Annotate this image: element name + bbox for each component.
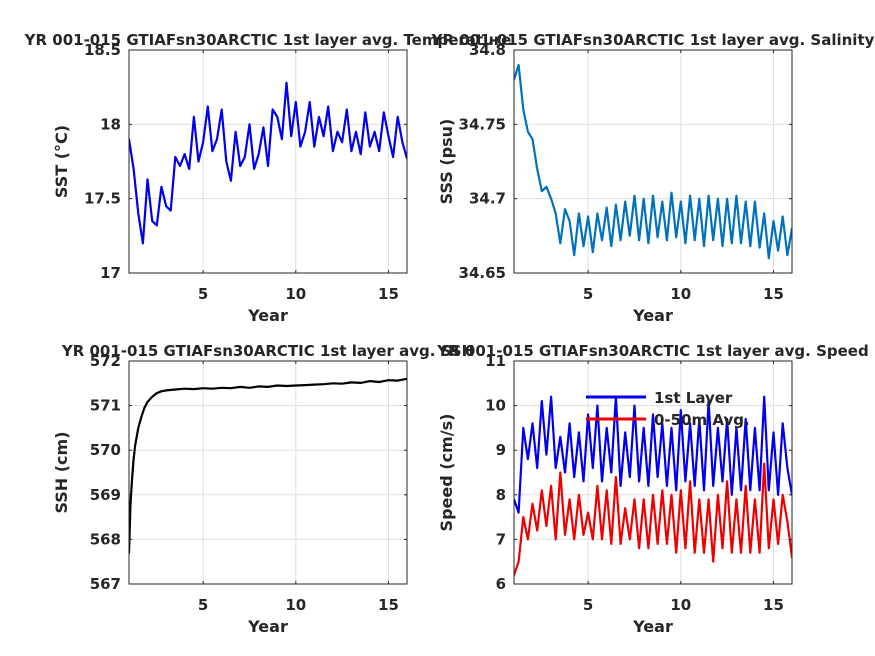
x-axis-label: Year (632, 306, 673, 325)
x-tick-label: 10 (670, 596, 691, 614)
y-tick-label: 10 (485, 397, 506, 415)
x-tick-label: 10 (285, 285, 306, 303)
y-tick-label: 572 (90, 352, 121, 370)
y-tick-label: 18.5 (84, 41, 121, 59)
plot-title: YR 001-015 GTIAFsn30ARCTIC 1st layer avg… (61, 342, 474, 360)
series-line-sss-0 (514, 63, 792, 260)
axis-box (513, 360, 793, 585)
x-tick-label: 5 (198, 285, 208, 303)
plot-area (129, 361, 407, 584)
legend-label-0: 1st Layer (654, 389, 733, 407)
series-line-sst-0 (129, 81, 407, 245)
chart-sss: 5 10 15 34.65 34.7 34.75 34.8 Year SSS (psu) YR 0… (431, 31, 875, 325)
legend-label-1: 0-50m Avg. (654, 411, 750, 429)
plot-title: YR 001-015 GTIAFsn30ARCTIC 1st layer avg… (24, 31, 512, 49)
y-tick-label: 9 (496, 441, 506, 459)
y-tick-label: 34.75 (459, 115, 506, 133)
y-axis-label: SST (°C) (52, 125, 71, 198)
y-tick-label: 17 (100, 264, 121, 282)
y-tick-label: 569 (90, 486, 121, 504)
x-tick-label: 5 (583, 285, 593, 303)
y-tick-label: 570 (90, 441, 121, 459)
series-line-speed-0 (514, 395, 792, 514)
x-axis-label: Year (247, 306, 288, 325)
y-tick-label: 7 (496, 530, 506, 548)
y-tick-label: 8 (496, 486, 506, 504)
x-axis-label: Year (247, 617, 288, 636)
series-line-ssh-0 (129, 377, 407, 554)
x-tick-label: 5 (583, 596, 593, 614)
plot-title: YR 001-015 GTIAFsn30ARCTIC 1st layer avg… (431, 31, 875, 49)
y-tick-label: 567 (90, 575, 121, 593)
y-tick-label: 18 (100, 115, 121, 133)
x-tick-label: 15 (763, 596, 784, 614)
x-tick-label: 15 (763, 285, 784, 303)
x-tick-label: 15 (378, 285, 399, 303)
y-tick-label: 34.7 (469, 190, 506, 208)
x-tick-label: 10 (670, 285, 691, 303)
y-axis-label: SSH (cm) (52, 431, 71, 513)
series-line-speed-1 (514, 462, 792, 577)
x-tick-label: 5 (198, 596, 208, 614)
axis-box (513, 49, 793, 274)
x-tick-label: 15 (378, 596, 399, 614)
y-tick-label: 17.5 (84, 190, 121, 208)
y-tick-label: 34.8 (469, 41, 506, 59)
y-axis-label: Speed (cm/s) (437, 414, 456, 532)
chart-sst: 5 10 15 17 17.5 18 18.5 Year SST (°C) YR 001-015 … (24, 31, 512, 325)
y-tick-label: 11 (485, 352, 506, 370)
axis-box (128, 49, 408, 274)
chart-speed: 5 10 15 6 7 8 9 10 11 Year Speed (cm/s) YR 001-015 … (436, 342, 868, 636)
x-tick-label: 10 (285, 596, 306, 614)
x-axis-label: Year (632, 617, 673, 636)
y-tick-label: 568 (90, 530, 121, 548)
plot-title: YR 001-015 GTIAFsn30ARCTIC 1st layer avg… (436, 342, 868, 360)
y-tick-label: 6 (496, 575, 506, 593)
axis-box (128, 360, 408, 585)
y-axis-label: SSS (psu) (437, 119, 456, 205)
y-tick-label: 34.65 (459, 264, 506, 282)
y-tick-label: 571 (90, 397, 121, 415)
chart-ssh: 5 10 15 567 568 569 570 571 572 Year SSH (cm) YR 00… (52, 342, 474, 636)
